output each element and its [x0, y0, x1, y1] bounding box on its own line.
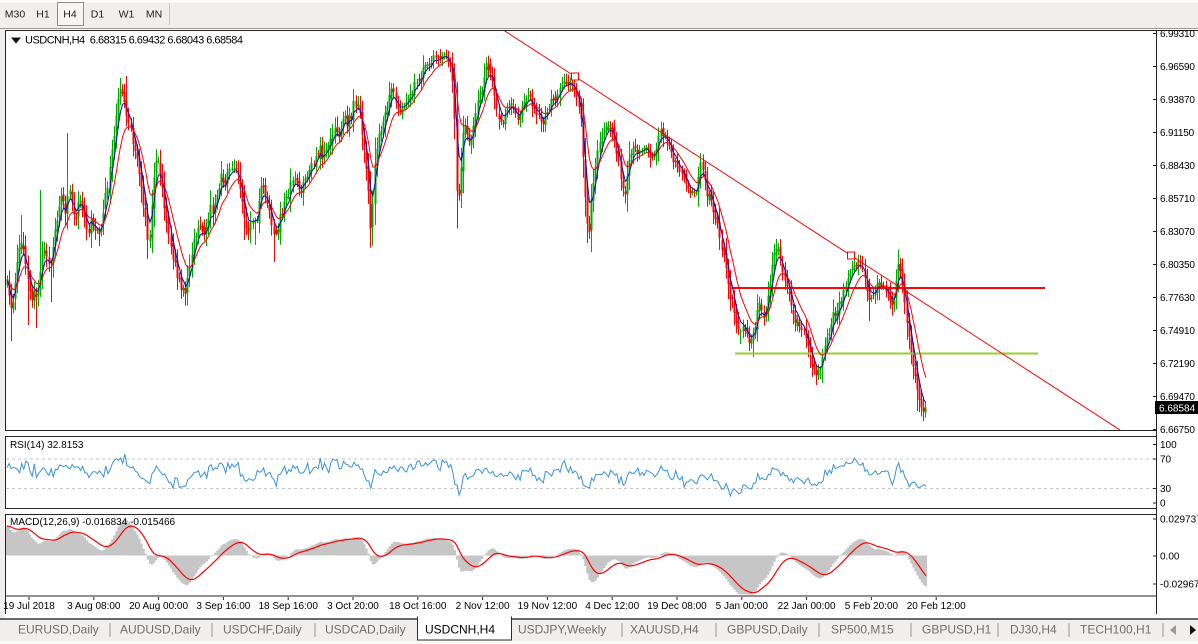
svg-text:70: 70 [1160, 455, 1172, 466]
svg-text:6.88430: 6.88430 [1160, 161, 1195, 172]
svg-text:6.83070: 6.83070 [1160, 227, 1195, 238]
svg-text:MN: MN [146, 9, 162, 21]
svg-text:100: 100 [1160, 440, 1177, 451]
svg-text:-0.029678: -0.029678 [1160, 580, 1198, 591]
svg-text:5 Jan 00:00: 5 Jan 00:00 [716, 601, 769, 612]
svg-text:6.77630: 6.77630 [1160, 293, 1195, 304]
svg-text:6.85710: 6.85710 [1160, 194, 1195, 205]
svg-text:W1: W1 [119, 9, 135, 21]
svg-text:19 Dec 08:00: 19 Dec 08:00 [647, 601, 707, 612]
svg-text:RSI(14) 32.8153: RSI(14) 32.8153 [10, 440, 84, 451]
svg-text:SP500,M15: SP500,M15 [831, 623, 894, 637]
svg-text:18 Oct 16:00: 18 Oct 16:00 [389, 601, 447, 612]
svg-text:6.66750: 6.66750 [1160, 425, 1195, 436]
svg-text:EURUSD,Daily: EURUSD,Daily [18, 623, 99, 637]
svg-text:USDCNH,H4: USDCNH,H4 [425, 623, 495, 637]
svg-text:6.69470: 6.69470 [1160, 392, 1195, 403]
svg-text:20 Aug 00:00: 20 Aug 00:00 [129, 601, 188, 612]
svg-text:2 Nov 12:00: 2 Nov 12:00 [456, 601, 510, 612]
svg-text:6.80350: 6.80350 [1160, 260, 1195, 271]
svg-text:22 Jan 00:00: 22 Jan 00:00 [778, 601, 836, 612]
svg-text:6.68584: 6.68584 [1159, 404, 1196, 415]
svg-text:H1: H1 [36, 9, 50, 21]
svg-text:6.96590: 6.96590 [1160, 62, 1195, 73]
svg-text:6.91150: 6.91150 [1160, 128, 1195, 139]
svg-text:XAUUSD,H4: XAUUSD,H4 [630, 623, 699, 637]
svg-text:USDJPY,Weekly: USDJPY,Weekly [518, 623, 606, 637]
svg-text:4 Dec 12:00: 4 Dec 12:00 [585, 601, 639, 612]
svg-text:19 Nov 12:00: 19 Nov 12:00 [518, 601, 578, 612]
svg-text:TECH100,H1: TECH100,H1 [1080, 623, 1152, 637]
svg-text:3 Aug 08:00: 3 Aug 08:00 [67, 601, 121, 612]
svg-text:GBPUSD,Daily: GBPUSD,Daily [727, 623, 808, 637]
svg-text:3 Oct 20:00: 3 Oct 20:00 [327, 601, 379, 612]
svg-text:USDCAD,Daily: USDCAD,Daily [325, 623, 406, 637]
svg-text:3 Sep 16:00: 3 Sep 16:00 [196, 601, 250, 612]
svg-text:USDCHF,Daily: USDCHF,Daily [223, 623, 302, 637]
svg-text:AUDUSD,Daily: AUDUSD,Daily [120, 623, 201, 637]
svg-text:MACD(12,26,9) -0.016834 -0.015: MACD(12,26,9) -0.016834 -0.015466 [10, 517, 176, 528]
svg-text:DJ30,H4: DJ30,H4 [1010, 623, 1057, 637]
svg-text:19 Jul 2018: 19 Jul 2018 [3, 601, 55, 612]
svg-text:0: 0 [1160, 499, 1166, 510]
svg-text:H4: H4 [63, 9, 77, 21]
svg-text:GBPUSD,H1: GBPUSD,H1 [922, 623, 992, 637]
svg-text:6.93870: 6.93870 [1160, 95, 1195, 106]
svg-text:6.74910: 6.74910 [1160, 326, 1195, 337]
svg-text:18 Sep 16:00: 18 Sep 16:00 [258, 601, 318, 612]
svg-text:0.00: 0.00 [1160, 552, 1180, 563]
svg-text:D1: D1 [91, 9, 105, 21]
svg-text:USDCNH,H4 6.68315 6.69432 6.6: USDCNH,H4 6.68315 6.69432 6.68043 6.6858… [25, 35, 243, 47]
svg-text:20 Feb 12:00: 20 Feb 12:00 [907, 601, 966, 612]
svg-text:5 Feb 20:00: 5 Feb 20:00 [845, 601, 899, 612]
svg-text:M30: M30 [5, 9, 26, 21]
svg-text:30: 30 [1160, 484, 1172, 495]
svg-text:6.99310: 6.99310 [1160, 29, 1195, 40]
svg-text:6.72190: 6.72190 [1160, 359, 1195, 370]
svg-text:0.029737: 0.029737 [1160, 515, 1198, 526]
